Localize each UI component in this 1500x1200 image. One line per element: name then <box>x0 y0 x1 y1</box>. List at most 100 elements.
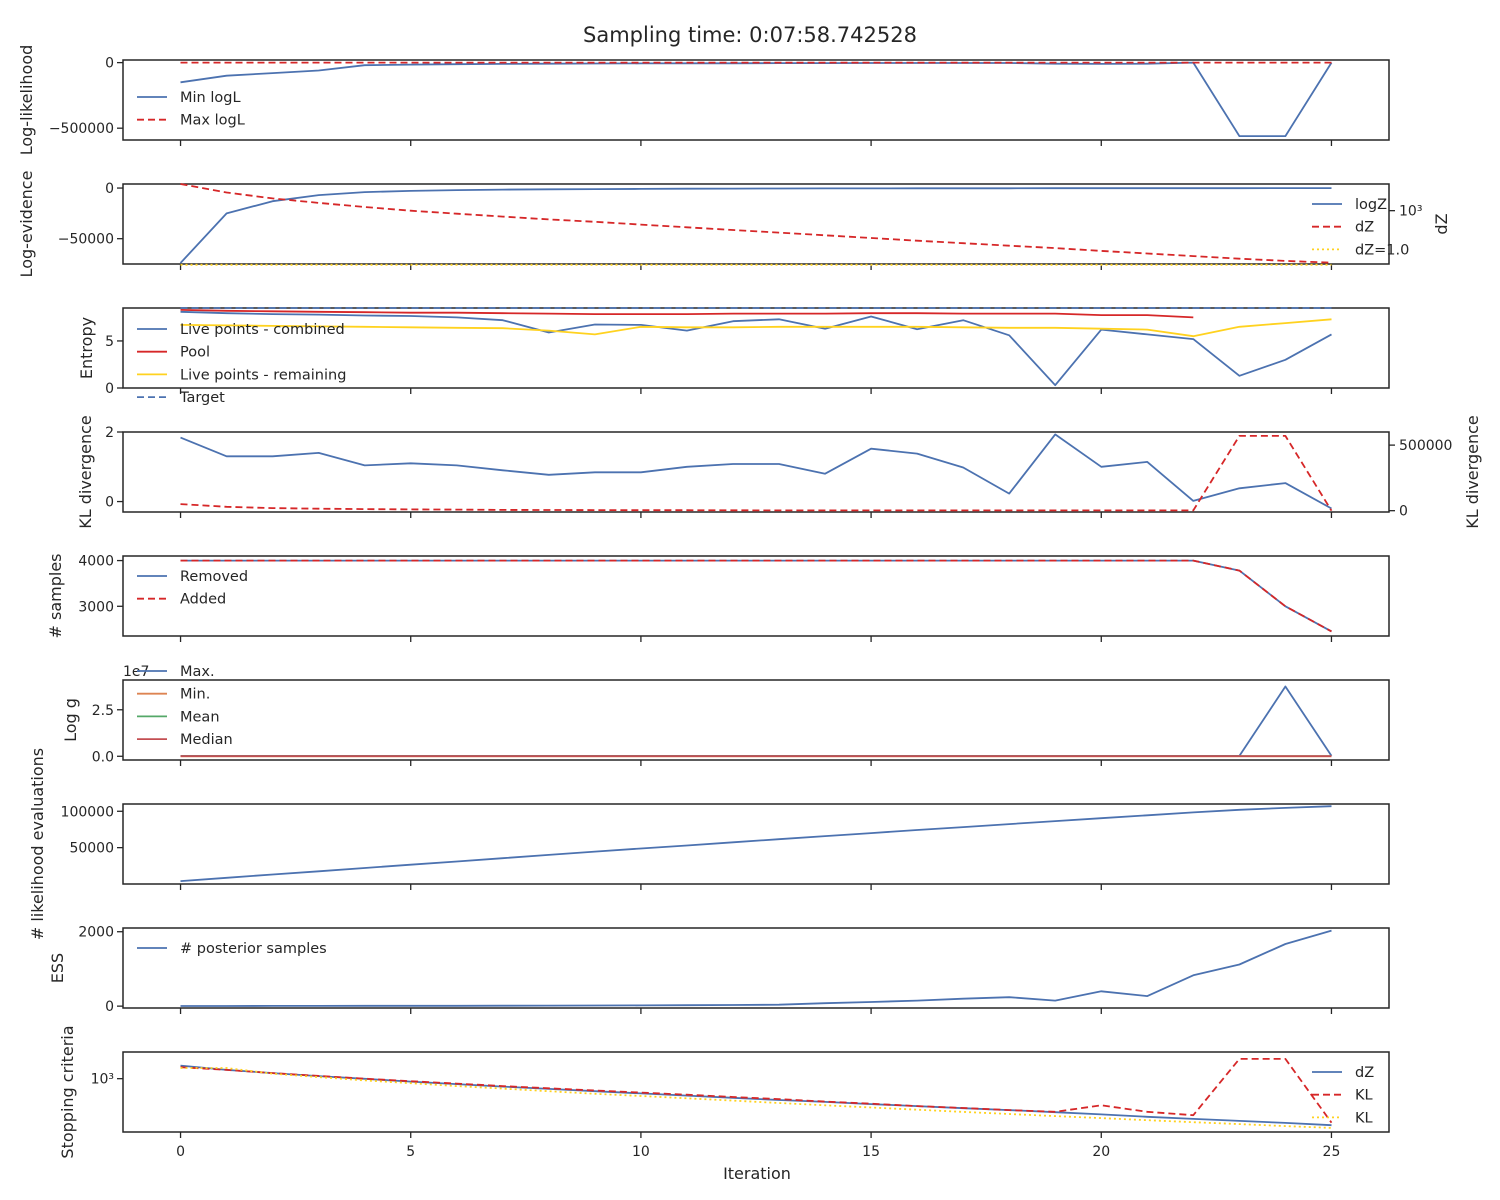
legend-label: # posterior samples <box>180 941 327 957</box>
figure-title: Sampling time: 0:07:58.742528 <box>583 23 917 47</box>
series-group <box>180 929 1332 1007</box>
series-group <box>180 685 1333 758</box>
series-line-kl <box>180 1067 1332 1129</box>
y-tick-label: 0 <box>105 56 114 72</box>
legend: Max. Min. Mean Median <box>137 664 233 748</box>
axes-frame <box>122 555 1390 637</box>
legend: dZ KL KL <box>1312 1065 1374 1126</box>
y2-axis-label: KL divergence <box>1463 415 1482 528</box>
legend-label: Median <box>180 732 233 748</box>
axes-frame <box>122 927 1390 1009</box>
y2-tick-label: 10³ <box>1399 204 1422 220</box>
legend: # posterior samples <box>137 941 327 957</box>
panel-5: 3000 4000 # samples Removed Added <box>46 554 1390 642</box>
x-tick-label: 25 <box>1323 1144 1341 1160</box>
series-line-0 <box>180 805 1332 882</box>
y-axis-label: ESS <box>48 953 67 983</box>
series-group <box>180 61 1333 138</box>
legend-label: Removed <box>180 569 248 585</box>
legend-label: Live points - remaining <box>180 367 346 383</box>
legend-label: KL <box>1355 1088 1373 1104</box>
y-axis-label: Stopping criteria <box>58 1025 77 1158</box>
y-axis-label: Log-likelihood <box>17 45 36 156</box>
series-line-logz <box>179 187 1332 264</box>
y-axis-label: Entropy <box>77 317 96 379</box>
y-tick-label: 0.0 <box>92 749 114 765</box>
x-tick-label: 20 <box>1092 1144 1110 1160</box>
series-line-min-logl <box>180 61 1333 138</box>
y-tick-label: 4000 <box>78 554 114 570</box>
y-axis-label: # likelihood evaluations <box>28 748 47 940</box>
x-tick-label: 5 <box>406 1144 415 1160</box>
legend-label: KL <box>1355 1110 1373 1126</box>
panel-1: 0 −500000 Log-likelihood Min logL Max logL <box>17 45 1390 156</box>
axes-frame <box>122 803 1390 885</box>
legend-label: Pool <box>180 345 210 361</box>
panel-8: 0 2000 ESS # posterior samples <box>48 925 1390 1015</box>
series-line-dz <box>180 183 1332 264</box>
series-line-0 <box>180 433 1332 510</box>
series-group <box>180 559 1332 633</box>
legend-label: logZ <box>1355 197 1387 213</box>
legend-label: Target <box>179 390 225 406</box>
axes-frame <box>122 431 1390 513</box>
panel-6: 0.0 2.5 1e7 Log g Max. Min. Mean Median <box>61 664 1390 766</box>
y-axis-label: KL divergence <box>76 415 95 528</box>
series-line-1 <box>180 434 1333 512</box>
legend: logZ dZ dZ=1.0 <box>1312 197 1409 258</box>
legend-label: dZ <box>1355 1065 1374 1081</box>
legend-label: dZ <box>1355 220 1374 236</box>
y-axis-label: Log g <box>61 698 80 742</box>
y-tick-label: 3000 <box>78 599 114 615</box>
legend: Removed Added <box>137 569 248 608</box>
y-tick-label: 0 <box>105 495 114 511</box>
y-tick-label: 2.5 <box>92 703 114 719</box>
x-tick-label: 0 <box>176 1144 185 1160</box>
legend-label: Min logL <box>180 90 241 106</box>
y2-axis-label: dZ <box>1432 213 1451 234</box>
axes-frame <box>122 1051 1390 1133</box>
y-tick-label: 2000 <box>78 925 114 941</box>
series-line-added <box>180 559 1332 633</box>
y-tick-label: −50000 <box>58 232 114 248</box>
series-group <box>180 1058 1333 1129</box>
series-line-posterior-samples <box>180 929 1332 1007</box>
y-axis-label: # samples <box>46 554 65 639</box>
y-tick-label: 0 <box>105 181 114 197</box>
legend-label: Live points - combined <box>180 322 345 338</box>
legend: Min logL Max logL <box>137 90 245 129</box>
legend-label: Max logL <box>180 113 245 129</box>
y-tick-label: 2 <box>105 425 114 441</box>
series-line-live-points-combined <box>180 310 1332 387</box>
legend-label: Added <box>180 592 226 608</box>
panel-9: 0 5 10 15 20 25 10³ Stopping criteria dZ KL KL <box>58 1025 1390 1160</box>
series-group <box>179 183 1332 266</box>
legend-label: dZ=1.0 <box>1355 242 1409 258</box>
legend: Live points - combined Pool Live points - … <box>137 322 346 406</box>
series-group <box>180 307 1332 387</box>
series-line-pool <box>180 309 1194 319</box>
y-tick-label: −500000 <box>49 121 114 137</box>
x-tick-label: 10 <box>632 1144 650 1160</box>
panel-4: 0 2 0 500000 KL divergence KL divergence <box>76 415 1482 528</box>
y-tick-label: 10³ <box>91 1072 114 1088</box>
y2-tick-label: 0 <box>1399 504 1408 520</box>
series-group <box>180 805 1332 882</box>
legend-label: Max. <box>180 664 215 680</box>
axes-frame <box>122 679 1390 761</box>
y-tick-label: 0 <box>105 381 114 397</box>
series-line-removed <box>180 559 1332 633</box>
y-tick-label: 0 <box>105 999 114 1015</box>
series-group <box>180 433 1333 512</box>
legend-label: Mean <box>180 709 220 725</box>
series-line-kl <box>180 1058 1333 1124</box>
y-tick-label: 5 <box>105 334 114 350</box>
series-line-dz <box>180 1064 1332 1127</box>
x-tick-label: 15 <box>862 1144 880 1160</box>
x-axis-label: Iteration <box>723 1164 791 1183</box>
panel-7: 50000 100000 # likelihood evaluations <box>28 748 1390 940</box>
offset-text: 1e7 <box>123 664 149 680</box>
series-line-max <box>180 685 1333 757</box>
